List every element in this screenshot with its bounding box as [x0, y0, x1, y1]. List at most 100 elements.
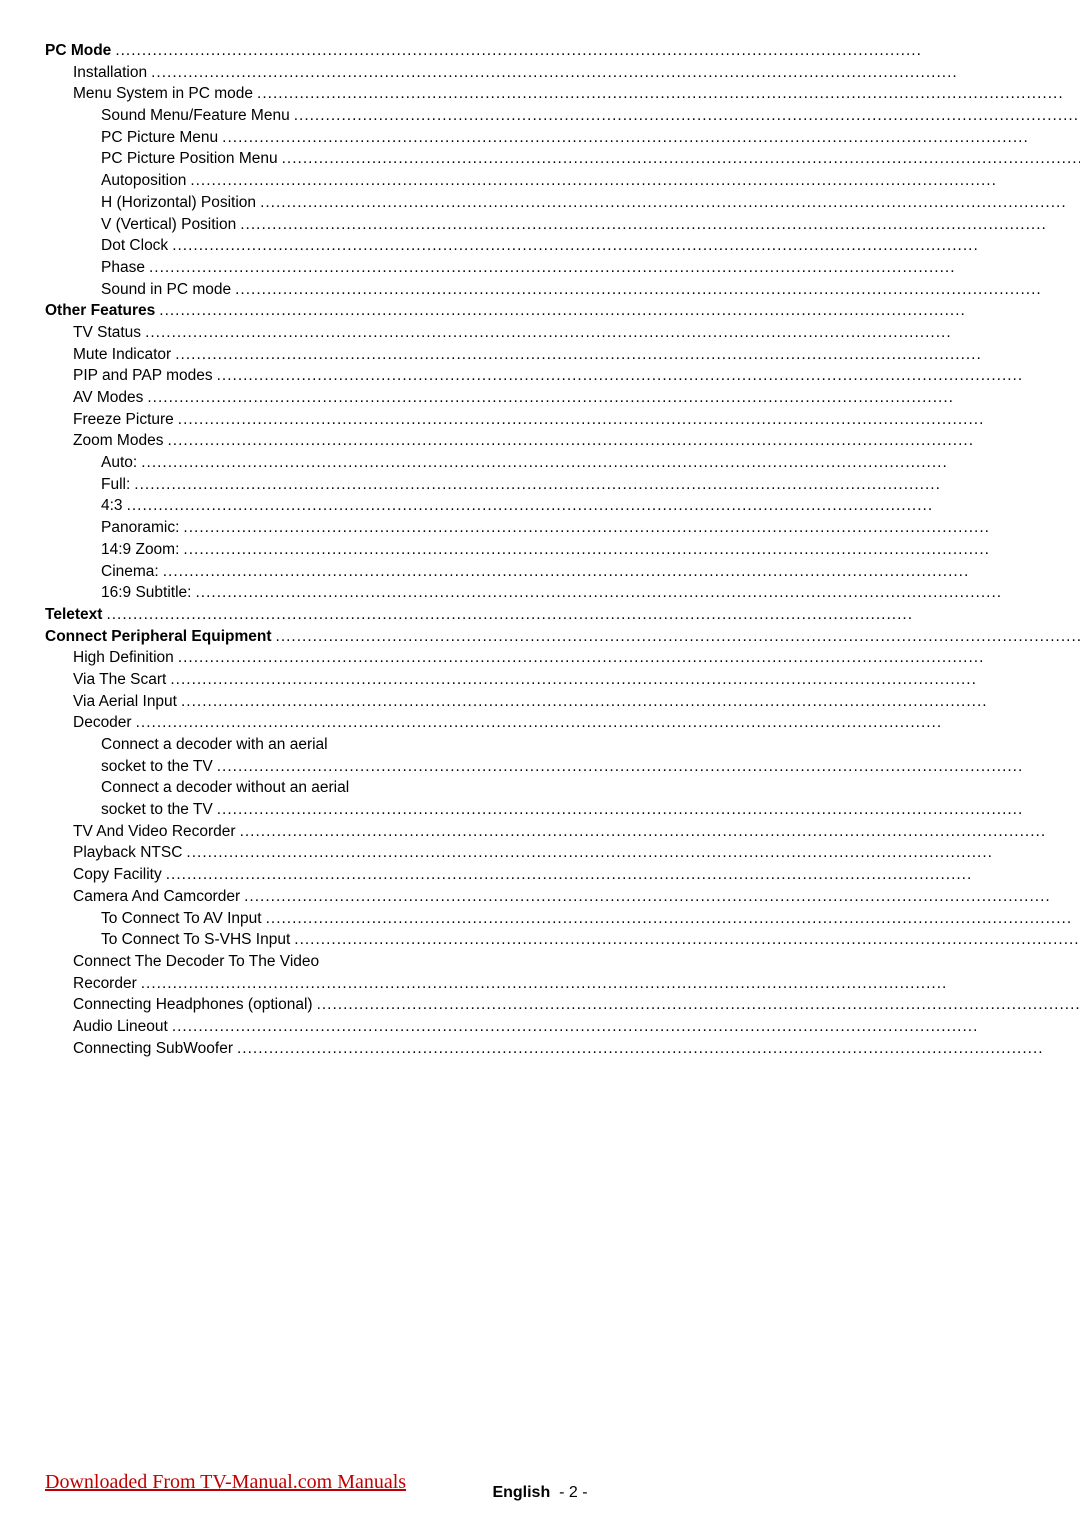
toc-label: TV And Video Recorder — [45, 821, 236, 843]
toc-label: Installation — [45, 62, 147, 84]
toc-entry: Camera And Camcorder27 — [45, 886, 1080, 908]
toc-column-left: PC Mode24Installation24Menu System in PC… — [45, 40, 1080, 1059]
toc-label: PC Mode — [45, 40, 111, 62]
toc-entry: Auto:25 — [45, 452, 1080, 474]
toc-label: Full: — [45, 474, 130, 496]
toc-label: Connect The Decoder To The Video — [45, 951, 319, 973]
toc-label: PC Picture Menu — [45, 127, 218, 149]
toc-entry: PC Picture Menu24 — [45, 127, 1080, 149]
toc-entry: To Connect To AV Input27 — [45, 908, 1080, 930]
toc-entry: AV Modes25 — [45, 387, 1080, 409]
toc-label: 4:3 — [45, 495, 123, 517]
toc-label: Zoom Modes — [45, 430, 163, 452]
toc-label: H (Horizontal) Position — [45, 192, 256, 214]
toc-label: Panoramic: — [45, 517, 179, 539]
toc-entry: PC Mode24 — [45, 40, 1080, 62]
toc-leader-dots — [294, 929, 1080, 951]
toc-leader-dots — [266, 908, 1080, 930]
toc-leader-dots — [172, 235, 1080, 257]
toc-leader-dots — [294, 105, 1080, 127]
toc-label: 16:9 Subtitle: — [45, 582, 191, 604]
toc-label: Connect a decoder without an aerial — [45, 777, 349, 799]
toc-entry: Phase24 — [45, 257, 1080, 279]
toc-leader-dots — [237, 1038, 1080, 1060]
toc-label: PC Picture Position Menu — [45, 148, 278, 170]
toc-leader-dots — [136, 712, 1080, 734]
toc-label: To Connect To AV Input — [45, 908, 262, 930]
toc-entry: Connecting SubWoofer27 — [45, 1038, 1080, 1060]
toc-entry: PC Picture Position Menu24 — [45, 148, 1080, 170]
toc-label: Connecting SubWoofer — [45, 1038, 233, 1060]
toc-leader-dots — [141, 973, 1080, 995]
toc-entry: 4:325 — [45, 495, 1080, 517]
toc-entry: Recorder27 — [45, 973, 1080, 995]
toc-label: To Connect To S-VHS Input — [45, 929, 290, 951]
toc-label: Playback NTSC — [45, 842, 182, 864]
toc-label: V (Vertical) Position — [45, 214, 236, 236]
toc-label: Freeze Picture — [45, 409, 174, 431]
toc-leader-dots — [235, 279, 1080, 301]
toc-entry: Panoramic:26 — [45, 517, 1080, 539]
footer-page-number: - 2 - — [559, 1484, 587, 1501]
toc-entry: socket to the TV27 — [45, 756, 1080, 778]
download-link[interactable]: Downloaded From TV-Manual.com Manuals — [45, 1471, 406, 1493]
toc-leader-dots — [183, 517, 1080, 539]
toc-entry: Via The Scart27 — [45, 669, 1080, 691]
toc-label: Via The Scart — [45, 669, 166, 691]
toc-entry: Connecting Headphones (optional)27 — [45, 994, 1080, 1016]
toc-label: PIP and PAP modes — [45, 365, 213, 387]
page-footer: Downloaded From TV-Manual.com Manuals En… — [45, 1471, 1035, 1502]
toc-label: Mute Indicator — [45, 344, 171, 366]
toc-label: AV Modes — [45, 387, 143, 409]
toc-label: Connect Peripheral Equipment — [45, 626, 272, 648]
toc-leader-dots — [145, 322, 1080, 344]
toc-leader-dots — [217, 756, 1080, 778]
toc-leader-dots — [106, 604, 1080, 626]
toc-entry: Cinema:26 — [45, 561, 1080, 583]
toc-entry: socket to the TV27 — [45, 799, 1080, 821]
toc-leader-dots — [149, 257, 1080, 279]
toc-entry: Freeze Picture25 — [45, 409, 1080, 431]
toc-leader-dots — [257, 83, 1080, 105]
toc-entry: Mute Indicator25 — [45, 344, 1080, 366]
toc-entry: PIP and PAP modes25 — [45, 365, 1080, 387]
toc-leader-dots — [217, 365, 1080, 387]
toc-label: Recorder — [45, 973, 137, 995]
toc-entry: Teletext26 — [45, 604, 1080, 626]
toc-label: Audio Lineout — [45, 1016, 168, 1038]
toc-entry: Zoom Modes25 — [45, 430, 1080, 452]
toc-entry: Sound in PC mode24 — [45, 279, 1080, 301]
toc-entry: H (Horizontal) Position24 — [45, 192, 1080, 214]
toc-leader-dots — [178, 647, 1080, 669]
toc-leader-dots — [141, 452, 1080, 474]
toc-label: Dot Clock — [45, 235, 168, 257]
toc-entry: Playback NTSC27 — [45, 842, 1080, 864]
toc-entry: Connect a decoder without an aerial — [45, 777, 1080, 799]
toc-leader-dots — [244, 886, 1080, 908]
toc-entry: To Connect To S-VHS Input27 — [45, 929, 1080, 951]
toc-leader-dots — [163, 561, 1080, 583]
toc-label: socket to the TV — [45, 799, 213, 821]
toc-label: Autoposition — [45, 170, 186, 192]
toc-entry: Menu System in PC mode24 — [45, 83, 1080, 105]
toc-leader-dots — [166, 864, 1080, 886]
toc-label: Decoder — [45, 712, 132, 734]
toc-leader-dots — [167, 430, 1080, 452]
toc-entry: Other Features25 — [45, 300, 1080, 322]
toc-label: Teletext — [45, 604, 102, 626]
toc-label: Copy Facility — [45, 864, 162, 886]
toc-leader-dots — [240, 821, 1080, 843]
toc-label: Menu System in PC mode — [45, 83, 253, 105]
toc-leader-dots — [317, 994, 1080, 1016]
toc-leader-dots — [178, 409, 1080, 431]
toc-label: Sound in PC mode — [45, 279, 231, 301]
toc-entry: V (Vertical) Position24 — [45, 214, 1080, 236]
toc-entry: Connect The Decoder To The Video — [45, 951, 1080, 973]
toc-entry: TV And Video Recorder27 — [45, 821, 1080, 843]
toc-leader-dots — [222, 127, 1080, 149]
toc-entry: Audio Lineout27 — [45, 1016, 1080, 1038]
toc-leader-dots — [195, 582, 1080, 604]
toc-leader-dots — [181, 691, 1080, 713]
toc-entry: Via Aerial Input27 — [45, 691, 1080, 713]
toc-entry: Decoder27 — [45, 712, 1080, 734]
